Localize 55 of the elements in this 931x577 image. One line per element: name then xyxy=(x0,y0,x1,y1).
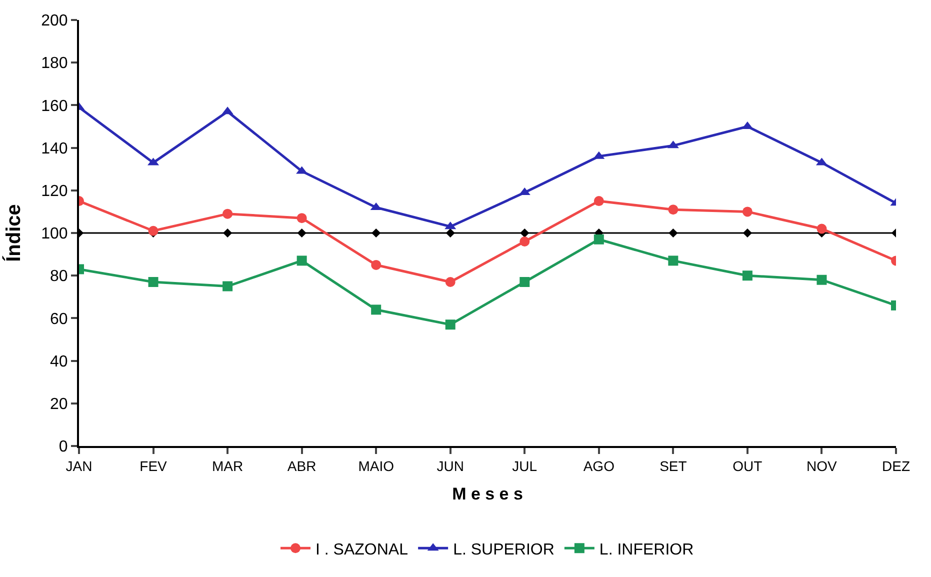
y-axis-title: Índice xyxy=(2,204,26,262)
x-tick-label: JUN xyxy=(436,458,464,474)
y-tick-label: 100 xyxy=(41,226,68,243)
point xyxy=(594,196,604,206)
x-tick-label: SET xyxy=(660,458,688,474)
point xyxy=(297,228,306,238)
x-tick-label: MAR xyxy=(212,458,244,474)
x-tick-label: DEZ xyxy=(882,458,910,474)
point xyxy=(148,276,158,287)
x-tick-label: NOV xyxy=(806,458,838,474)
y-tick-label: 160 xyxy=(41,98,68,115)
y-tick-label: 180 xyxy=(41,55,68,72)
y-tick-label: 40 xyxy=(50,353,68,370)
point xyxy=(816,224,827,234)
legend-label: L. SUPERIOR xyxy=(453,541,554,558)
point xyxy=(520,276,530,287)
x-axis-title: M e s e s xyxy=(452,484,523,504)
point xyxy=(148,226,158,236)
point xyxy=(296,256,307,266)
y-tick-label: 200 xyxy=(41,12,68,30)
x-tick-label: JUL xyxy=(512,458,538,474)
point xyxy=(742,228,752,238)
point xyxy=(520,236,530,247)
point xyxy=(668,256,678,266)
point xyxy=(742,206,752,217)
x-tick-label: ABR xyxy=(287,458,316,474)
point xyxy=(816,274,827,285)
point xyxy=(223,228,232,238)
legend-label: L. INFERIOR xyxy=(599,541,694,558)
point xyxy=(371,260,382,270)
y-tick-label: 20 xyxy=(50,396,68,413)
y-tick-label: 80 xyxy=(50,268,68,286)
x-tick-label: OUT xyxy=(732,458,763,474)
point xyxy=(371,304,382,315)
point xyxy=(445,320,456,330)
point xyxy=(445,276,456,287)
y-tick-label: 60 xyxy=(50,310,68,328)
point xyxy=(594,234,604,244)
point xyxy=(222,208,233,219)
y-tick-label: 120 xyxy=(41,183,68,200)
point xyxy=(446,228,455,238)
y-tick-label: 0 xyxy=(58,438,68,456)
point xyxy=(668,204,678,215)
point xyxy=(296,213,307,224)
y-tick-label: 140 xyxy=(41,140,68,158)
point xyxy=(520,228,530,238)
point xyxy=(222,281,233,292)
point xyxy=(668,228,678,238)
x-tick-label: AGO xyxy=(583,458,615,474)
point xyxy=(742,270,752,281)
point xyxy=(372,228,381,238)
x-tick-label: FEV xyxy=(140,458,168,474)
x-tick-label: JAN xyxy=(66,458,92,474)
legend-label: I . SAZONAL xyxy=(316,541,408,558)
x-tick-label: MAIO xyxy=(358,458,394,474)
